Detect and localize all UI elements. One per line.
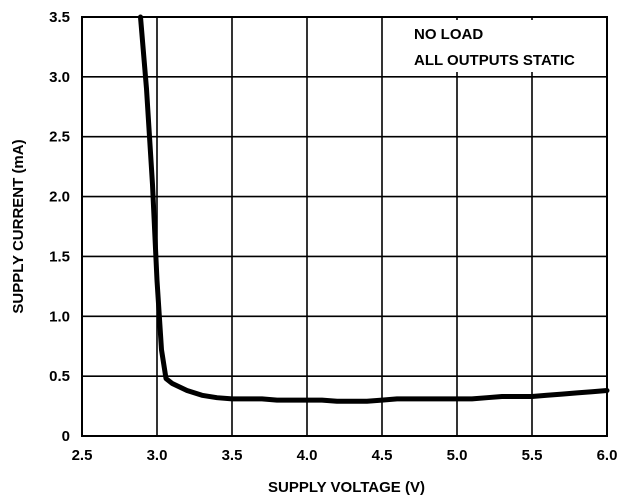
x-tick-label: 4.0 [297,447,318,464]
x-tick-label: 3.0 [147,447,168,464]
x-tick-label: 5.5 [522,447,543,464]
annotation-background [408,20,605,72]
x-tick-label: 4.5 [372,447,393,464]
y-axis-ticks: 0 0.5 1.0 1.5 2.0 2.5 3.0 3.5 [49,9,70,445]
y-tick-label: 3.0 [49,69,70,86]
plot-frame [81,16,608,437]
x-tick-label: 2.5 [72,447,93,464]
y-tick-label: 0 [62,428,70,445]
annotation-no-load: NO LOAD [414,26,483,43]
x-tick-label: 5.0 [447,447,468,464]
x-axis-label: SUPPLY VOLTAGE (V) [268,479,425,496]
supply-current-line [138,14,610,404]
annotation-all-outputs-static: ALL OUTPUTS STATIC [414,52,575,69]
y-tick-label: 1.0 [49,308,70,325]
x-tick-label: 3.5 [222,447,243,464]
chart-grid [81,16,608,437]
y-axis-label: SUPPLY CURRENT (mA) [10,139,27,313]
y-tick-label: 0.5 [49,368,70,385]
y-tick-label: 3.5 [49,9,70,26]
y-tick-label: 1.5 [49,248,70,265]
x-axis-ticks: 2.5 3.0 3.5 4.0 4.5 5.0 5.5 6.0 [72,447,618,464]
y-tick-label: 2.5 [49,129,70,146]
x-tick-label: 6.0 [597,447,618,464]
y-tick-label: 2.0 [49,189,70,206]
